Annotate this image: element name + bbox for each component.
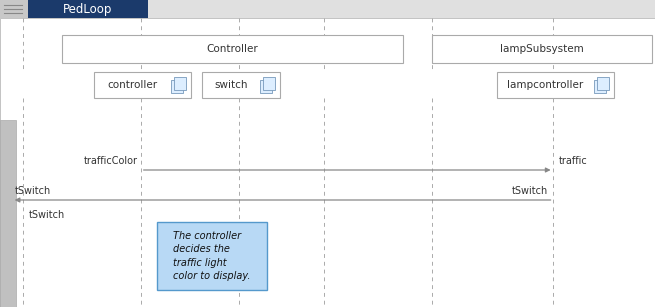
Text: The controller
decides the
traffic light
color to display.: The controller decides the traffic light… bbox=[174, 231, 251, 281]
Bar bbox=[148, 0, 655, 18]
Text: tSwitch: tSwitch bbox=[512, 186, 548, 196]
Bar bbox=[594, 80, 606, 93]
Text: switch: switch bbox=[214, 80, 248, 90]
Text: tSwitch: tSwitch bbox=[15, 186, 51, 196]
Bar bbox=[597, 77, 608, 90]
Bar bbox=[28, 0, 148, 18]
Text: tSwitch: tSwitch bbox=[29, 210, 65, 220]
Bar bbox=[0, 120, 16, 307]
Bar bbox=[432, 35, 652, 63]
Bar bbox=[94, 72, 191, 98]
Bar bbox=[202, 72, 280, 98]
Text: lampcontroller: lampcontroller bbox=[508, 80, 584, 90]
Bar bbox=[172, 80, 183, 93]
Bar bbox=[0, 0, 28, 18]
Bar bbox=[260, 80, 272, 93]
Text: traffic: traffic bbox=[559, 156, 588, 166]
Text: controller: controller bbox=[108, 80, 158, 90]
Bar bbox=[0, 0, 655, 18]
Bar bbox=[497, 72, 614, 98]
Text: lampSubsystem: lampSubsystem bbox=[500, 44, 584, 54]
Bar bbox=[62, 35, 403, 63]
Text: trafficColor: trafficColor bbox=[84, 156, 138, 166]
Text: PedLoop: PedLoop bbox=[64, 2, 113, 15]
Bar bbox=[157, 222, 267, 290]
Bar bbox=[174, 77, 186, 90]
Text: Controller: Controller bbox=[206, 44, 259, 54]
Bar bbox=[263, 77, 274, 90]
